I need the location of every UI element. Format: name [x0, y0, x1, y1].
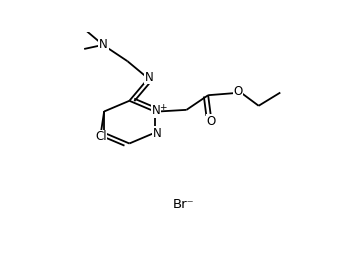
Text: +: + [159, 103, 166, 112]
Text: O: O [206, 115, 216, 128]
Text: Br⁻: Br⁻ [173, 198, 194, 211]
Text: Cl: Cl [95, 130, 107, 143]
Text: N: N [153, 127, 162, 140]
Text: N: N [99, 37, 108, 51]
Text: N: N [145, 71, 154, 84]
Text: N: N [152, 104, 160, 117]
Text: O: O [233, 85, 243, 98]
